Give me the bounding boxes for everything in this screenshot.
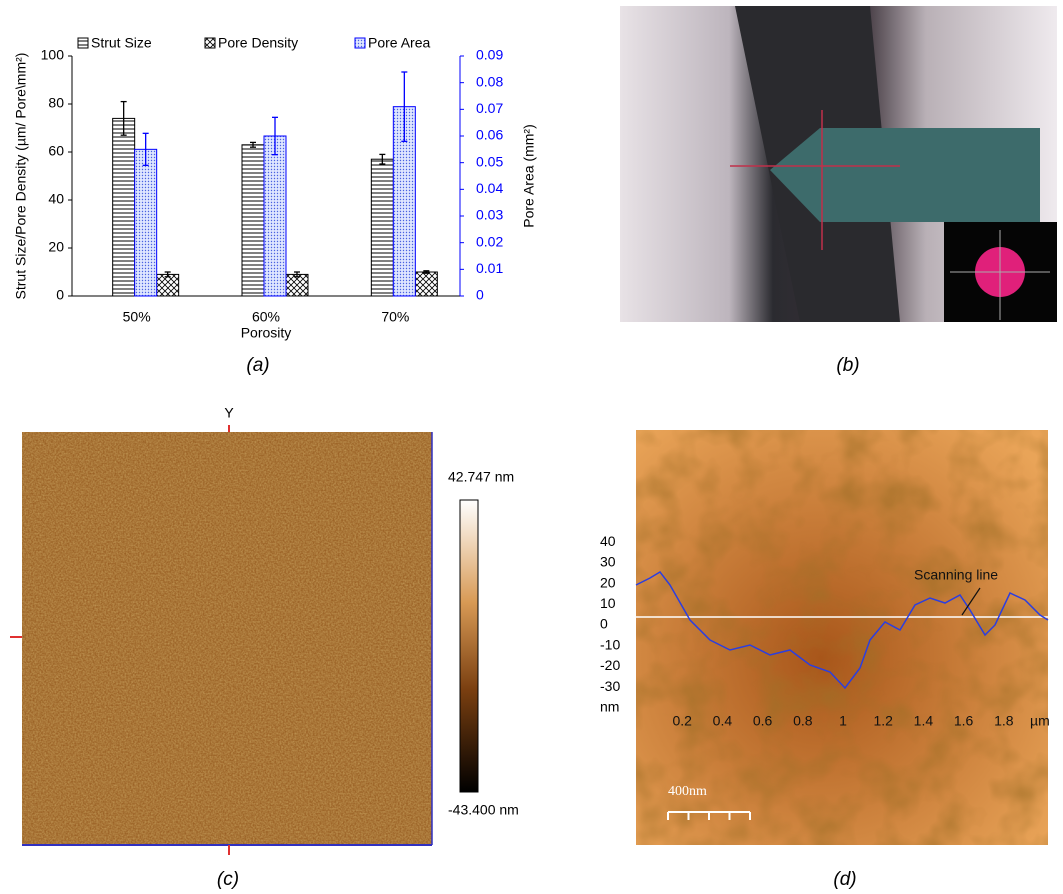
figure: Y 42.747 nm -43.400 nm 403020100-10-20-3…	[0, 0, 1063, 894]
y2-tick-label: 0.06	[476, 127, 503, 143]
x-tick-label: 1.8	[994, 713, 1014, 729]
legend-swatch	[78, 38, 88, 48]
x-tick-label: 70%	[381, 309, 409, 325]
y2-tick-label: 0	[476, 287, 484, 303]
y2-tick-label: 0.03	[476, 207, 503, 223]
x-tick-label: 1	[839, 713, 847, 729]
scale-bar-label: 400nm	[668, 784, 707, 799]
y-tick-label: 100	[41, 47, 65, 63]
legend-label: Pore Area	[368, 35, 430, 51]
x-tick-label: 1.4	[914, 713, 934, 729]
x-tick-label: 60%	[252, 309, 280, 325]
y2-axis-label: Pore Area (mm²)	[521, 124, 537, 227]
bar	[135, 149, 157, 296]
x-axis-label: Porosity	[241, 325, 292, 341]
x-tick-label: 0.4	[713, 713, 733, 729]
photo-b	[620, 6, 1057, 322]
y-tick-label: 40	[48, 191, 64, 207]
x-tick-label: 0.6	[753, 713, 773, 729]
bar	[157, 274, 179, 296]
y2-tick-label: 0.05	[476, 153, 503, 169]
y-unit: nm	[600, 699, 619, 715]
y-tick-label: 10	[600, 595, 616, 611]
x-tick-label: 1.6	[954, 713, 974, 729]
y-tick-label: 40	[600, 533, 616, 549]
y-tick-label: 20	[600, 574, 616, 590]
x-tick-label: 0.8	[793, 713, 813, 729]
y-tick-label: -10	[600, 636, 620, 652]
y2-tick-label: 0.09	[476, 47, 503, 63]
y-tick-label: 60	[48, 143, 64, 159]
y2-tick-label: 0.01	[476, 260, 503, 276]
bar	[371, 159, 393, 296]
afm-image-c	[10, 425, 478, 855]
y-tick-label: 20	[48, 239, 64, 255]
bar	[286, 274, 308, 296]
annotation: Scanning line	[914, 567, 998, 583]
bar	[242, 145, 264, 296]
panel-label: (d)	[833, 869, 856, 890]
bar	[264, 136, 286, 296]
afm-image-d	[636, 430, 1048, 845]
y-tick-label: -30	[600, 678, 620, 694]
bar	[113, 118, 135, 296]
axis-label: Y	[224, 405, 234, 421]
y2-tick-label: 0.08	[476, 73, 503, 89]
panel-label: (a)	[246, 355, 269, 376]
panel-label: (b)	[836, 355, 859, 376]
legend-label: Strut Size	[91, 35, 152, 51]
y2-tick-label: 0.07	[476, 100, 503, 116]
y-axis-label: Strut Size/Pore Density (µm/ Pore\mm²)	[13, 53, 29, 300]
scale-max: 42.747 nm	[448, 469, 514, 485]
x-tick-label: 50%	[123, 309, 151, 325]
x-unit: µm	[1030, 713, 1050, 729]
legend-swatch	[355, 38, 365, 48]
y-tick-label: 0	[600, 616, 608, 632]
y-tick-label: -20	[600, 657, 620, 673]
bar	[415, 272, 437, 296]
y-tick-label: 80	[48, 95, 64, 111]
legend-label: Pore Density	[218, 35, 298, 51]
scale-min: -43.400 nm	[448, 802, 519, 818]
y-tick-label: 30	[600, 554, 616, 570]
y-tick-label: 0	[56, 287, 64, 303]
panel-label: (c)	[217, 869, 239, 890]
legend-swatch	[205, 38, 215, 48]
y2-tick-label: 0.02	[476, 233, 503, 249]
x-tick-label: 0.2	[672, 713, 692, 729]
x-tick-label: 1.2	[873, 713, 893, 729]
y2-tick-label: 0.04	[476, 180, 503, 196]
